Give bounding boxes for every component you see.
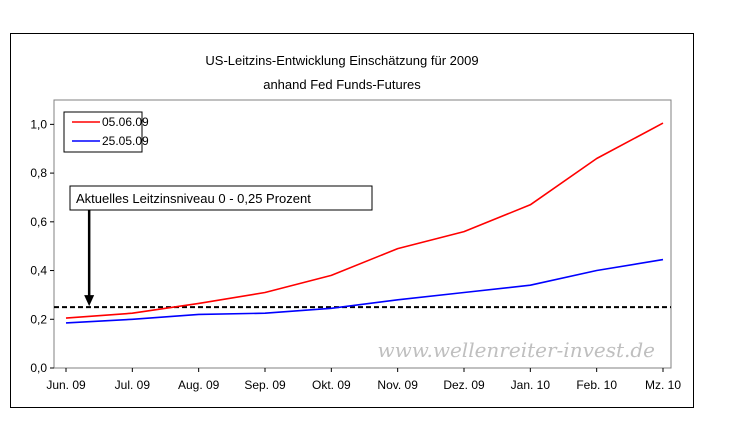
series-line-1 <box>65 122 664 319</box>
legend-label-1: 05.06.09 <box>102 115 149 129</box>
annotation: Aktuelles Leitzinsniveau 0 - 0,25 Prozen… <box>69 185 373 307</box>
plot-area <box>53 99 672 369</box>
legend: 05.06.09 25.05.09 <box>63 111 149 153</box>
x-tick-label: Jan. 10 <box>511 378 551 392</box>
legend-box <box>63 111 143 153</box>
annotation-box <box>69 185 373 211</box>
x-tick-label: Jul. 09 <box>115 378 151 392</box>
x-tick-label: Dez. 09 <box>443 378 485 392</box>
x-axis: Jun. 09 Jul. 09 Aug. 09 Sep. 09 Okt. 09 Nov. … <box>46 368 681 392</box>
annotation-arrowhead <box>84 295 95 307</box>
y-tick-label: 0,6 <box>30 215 47 229</box>
y-tick-label: 0,4 <box>30 264 47 278</box>
series-line-2 <box>65 258 664 324</box>
chart-title: US-Leitzins-Entwicklung Einschätzung für… <box>205 53 478 92</box>
y-axis: 0,0 0,2 0,4 0,6 0,8 1,0 <box>30 117 54 375</box>
annotation-label: Aktuelles Leitzinsniveau 0 - 0,25 Prozen… <box>76 191 311 206</box>
x-tick-label: Aug. 09 <box>178 378 220 392</box>
chart-title-line-2: anhand Fed Funds-Futures <box>263 77 421 92</box>
series-group <box>65 122 664 324</box>
y-tick-label: 1,0 <box>30 117 47 131</box>
x-tick-label: Sep. 09 <box>244 378 286 392</box>
x-tick-label: Okt. 09 <box>312 378 351 392</box>
watermark: www.wellenreiter-invest.de <box>378 338 656 362</box>
x-tick-label: Feb. 10 <box>576 378 617 392</box>
legend-label-2: 25.05.09 <box>102 134 149 148</box>
x-tick-label: Mz. 10 <box>645 378 681 392</box>
y-tick-label: 0,0 <box>30 361 47 375</box>
y-tick-label: 0,2 <box>30 312 47 326</box>
y-tick-label: 0,8 <box>30 166 47 180</box>
x-tick-label: Jun. 09 <box>46 378 86 392</box>
x-tick-label: Nov. 09 <box>377 378 418 392</box>
chart-title-line-1: US-Leitzins-Entwicklung Einschätzung für… <box>205 53 478 68</box>
